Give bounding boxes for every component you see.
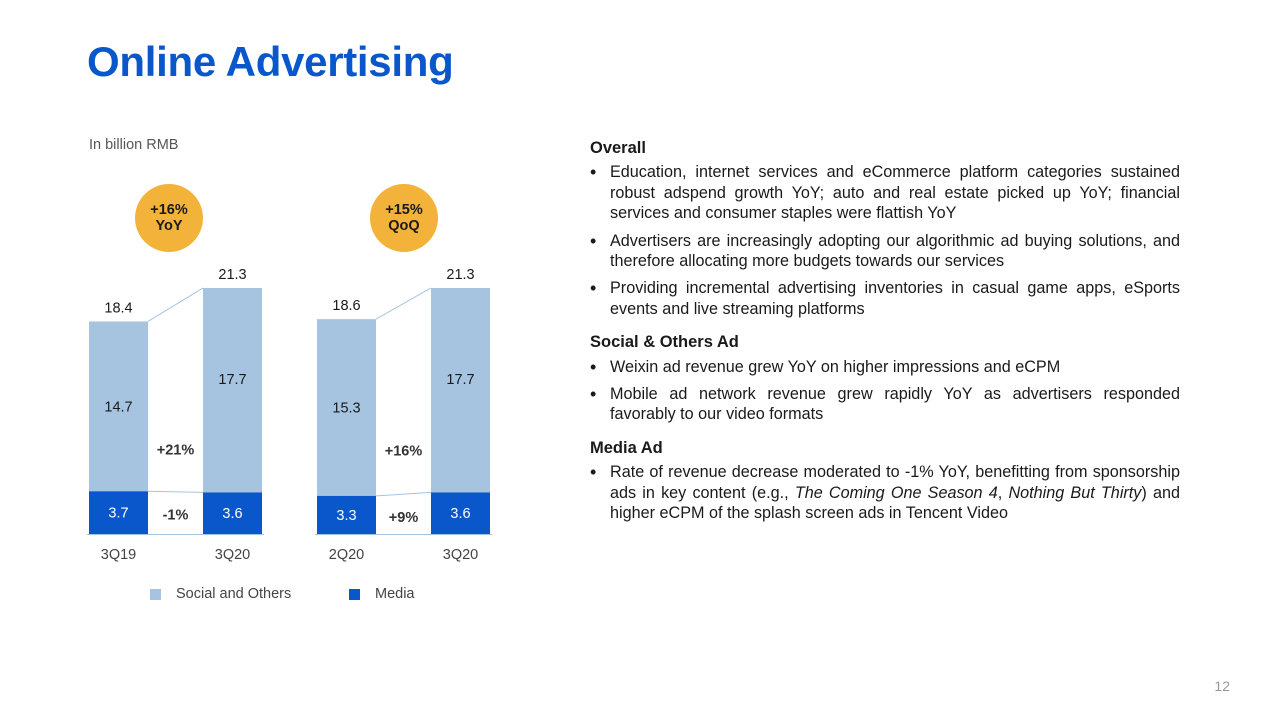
connector-media (375, 491, 432, 497)
list-item: Education, internet services and eCommer… (590, 162, 1180, 223)
bar-social-3q20 (203, 287, 262, 493)
total-label: 18.4 (104, 300, 132, 316)
bar-social-3q19 (89, 321, 148, 492)
data-label-media: 3.6 (222, 506, 242, 522)
list-item: Weixin ad revenue grew YoY on higher imp… (590, 357, 1180, 378)
data-label-social: 14.7 (104, 399, 132, 415)
growth-label-social: +21% (157, 442, 195, 458)
total-label: 18.6 (332, 298, 360, 314)
slide-title: Online Advertising (87, 38, 454, 85)
data-label-media: 3.3 (336, 508, 356, 524)
data-label-social: 15.3 (332, 401, 360, 417)
bar-social-3q20 (431, 287, 490, 493)
list-item: Advertisers are increasingly adopting ou… (590, 231, 1180, 272)
bar-media-3q20 (203, 492, 262, 534)
growth-label-media: -1% (163, 508, 189, 524)
legend-media-swatch (349, 588, 360, 600)
bar-social-2q20 (317, 319, 376, 496)
qoq-badge-label: QoQ (388, 218, 420, 234)
text-run: ) and higher eCPM of the splash screen a… (610, 483, 1180, 523)
list-item: Mobile ad network revenue grew rapidly Y… (590, 384, 1180, 425)
section-media-ad: Media Ad Rate of revenue decrease modera… (590, 438, 1180, 524)
tick-label: 3Q20 (443, 547, 478, 563)
data-label-media: 3.7 (108, 506, 128, 522)
unit-label: In billion RMB (89, 137, 179, 153)
legend-social-label: Social and Others (176, 586, 292, 602)
total-label: 21.3 (446, 267, 474, 283)
growth-label-social: +16% (385, 444, 423, 460)
data-label-social: 17.7 (218, 372, 246, 388)
legend-social-swatch (150, 588, 161, 600)
yoy-badge: +16% YoY (135, 184, 203, 252)
tick-label: 3Q19 (101, 547, 136, 563)
section-overall: Overall Education, internet services and… (590, 138, 1180, 319)
connector-top (147, 287, 204, 322)
text-run: Rate of revenue decrease moderated to -1… (610, 463, 1180, 502)
section-heading: Social & Others Ad (590, 333, 739, 352)
list-item: Rate of revenue decrease moderated to -1… (590, 462, 1180, 523)
text-run: , (997, 483, 1009, 502)
tick-label: 3Q20 (215, 547, 250, 563)
legend-social: Social and Others (150, 586, 291, 602)
list-item: Providing incremental advertising invent… (590, 278, 1180, 319)
connector-top (375, 287, 432, 320)
total-label: 21.3 (218, 267, 246, 283)
legend-media: Media (349, 586, 415, 602)
legend-media-label: Media (375, 586, 415, 602)
section-heading: Media Ad (590, 438, 663, 457)
commentary-panel: Overall Education, internet services and… (590, 138, 1180, 537)
data-label-social: 17.7 (446, 372, 474, 388)
italic-title: The Coming One Season 4 (794, 483, 998, 502)
page-number: 12 (1214, 678, 1230, 694)
section-heading: Overall (590, 139, 646, 157)
tick-label: 2Q20 (329, 547, 364, 563)
yoy-badge-value: +16% (150, 202, 188, 218)
data-label-media: 3.6 (450, 506, 470, 522)
italic-title: Nothing But Thirty (1008, 483, 1142, 502)
section-social-others: Social & Others Ad Weixin ad revenue gre… (590, 332, 1180, 425)
growth-label-media: +9% (389, 510, 419, 526)
yoy-badge-label: YoY (155, 218, 183, 234)
connector-media (147, 490, 204, 493)
qoq-badge-value: +15% (385, 202, 423, 218)
bar-media-3q19 (89, 491, 148, 534)
bar-media-3q20 (431, 492, 490, 534)
qoq-badge: +15% QoQ (370, 184, 438, 252)
stacked-bar-charts: 18.4 14.7 3.7 3Q19 21.3 17.7 3.6 3Q20 +21% -1% 18.… (87, 267, 492, 563)
bar-media-2q20 (317, 495, 376, 534)
